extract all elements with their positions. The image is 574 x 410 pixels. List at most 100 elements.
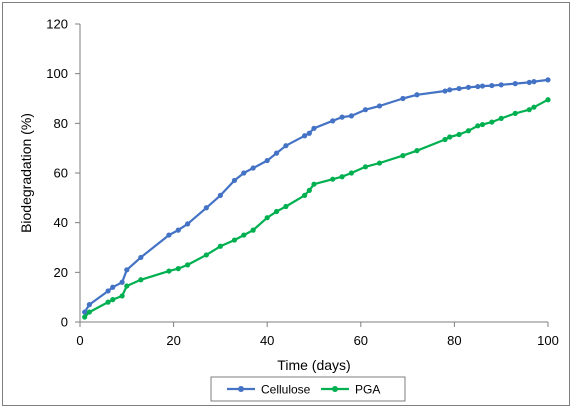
data-point [512, 81, 518, 87]
data-point [185, 262, 191, 268]
data-point [456, 131, 462, 138]
data-point [105, 299, 111, 305]
data-point [124, 283, 130, 289]
series-line-cellulose [83, 78, 549, 313]
x-tick-label: 40 [260, 333, 274, 348]
data-point [264, 215, 270, 221]
data-point [447, 134, 453, 140]
x-axis-ticks: 0 20 40 60 80 100 [76, 322, 559, 348]
data-point [175, 227, 181, 233]
data-point [545, 77, 551, 83]
data-point [330, 176, 336, 182]
data-point [465, 128, 472, 134]
series-pga [82, 97, 551, 320]
data-point [456, 85, 462, 92]
data-point [82, 309, 88, 315]
data-point [442, 136, 448, 143]
data-point [531, 104, 537, 110]
data-point [124, 267, 130, 273]
data-point [311, 125, 317, 131]
data-point [185, 221, 191, 227]
data-point [475, 123, 481, 129]
data-point [348, 170, 355, 176]
data-point [166, 232, 172, 238]
data-point [217, 192, 223, 198]
data-point [250, 227, 256, 233]
data-point [362, 107, 369, 113]
data-point [489, 119, 495, 125]
data-point [231, 237, 238, 243]
data-point [362, 164, 369, 170]
series-line-pga [83, 98, 549, 318]
data-point [241, 232, 247, 238]
data-point [273, 208, 280, 215]
legend-item-cellulose: Cellulose [227, 383, 311, 397]
data-point [86, 309, 92, 315]
data-point [273, 150, 280, 156]
y-tick-label: 20 [54, 265, 68, 280]
data-point [203, 205, 209, 211]
series-cellulose [82, 77, 551, 315]
y-tick-label: 80 [54, 116, 68, 131]
legend-item-pga: PGA [321, 383, 380, 397]
legend-items: Cellulose PGA [227, 383, 380, 397]
data-point [348, 113, 355, 119]
data-point [241, 170, 247, 176]
data-point [376, 160, 383, 166]
data-point [414, 92, 420, 98]
data-point [110, 284, 116, 290]
data-point [302, 133, 308, 139]
data-point [531, 79, 537, 85]
y-tick-label: 40 [54, 215, 68, 230]
data-point [302, 192, 308, 198]
data-point [105, 288, 111, 294]
data-point [306, 187, 312, 193]
x-tick-label: 0 [76, 333, 83, 348]
data-point [526, 107, 532, 113]
legend-swatch-marker [238, 386, 244, 392]
data-point [110, 297, 116, 303]
series-layer [82, 77, 551, 320]
y-tick-label: 0 [61, 315, 68, 330]
data-point [250, 165, 256, 171]
data-point [479, 121, 486, 128]
legend-label: Cellulose [261, 383, 311, 397]
data-point [138, 277, 144, 283]
y-tick-label: 60 [54, 166, 68, 181]
x-tick-label: 60 [354, 333, 368, 348]
data-point [306, 130, 312, 136]
data-point [526, 79, 532, 85]
data-point [166, 268, 172, 274]
x-tick-label: 100 [537, 333, 559, 348]
x-axis-title: Time (days) [277, 357, 350, 373]
legend: Cellulose PGA [210, 376, 406, 402]
x-tick-label: 20 [166, 333, 180, 348]
data-point [138, 254, 144, 261]
data-point [479, 83, 486, 89]
data-point [311, 181, 317, 187]
data-point [283, 203, 289, 210]
data-point [264, 157, 270, 164]
data-point [400, 95, 406, 102]
data-point [119, 279, 125, 285]
data-point [512, 110, 518, 116]
data-point [82, 314, 88, 320]
legend-label: PGA [355, 383, 380, 397]
data-point [339, 114, 345, 120]
plot-area: 0 20 40 60 80 100 0 20 40 60 80 100 120 [46, 17, 559, 349]
data-point [283, 143, 289, 149]
y-tick-label: 120 [46, 17, 68, 32]
data-point [400, 153, 406, 159]
data-point [217, 243, 223, 249]
data-point [119, 293, 125, 299]
data-point [414, 148, 420, 154]
data-point [86, 302, 92, 308]
data-point [231, 177, 238, 184]
data-point [498, 82, 504, 88]
data-point [376, 103, 383, 109]
y-tick-label: 100 [46, 66, 68, 81]
data-point [203, 252, 209, 258]
data-point [175, 266, 181, 272]
x-tick-label: 80 [447, 333, 461, 348]
